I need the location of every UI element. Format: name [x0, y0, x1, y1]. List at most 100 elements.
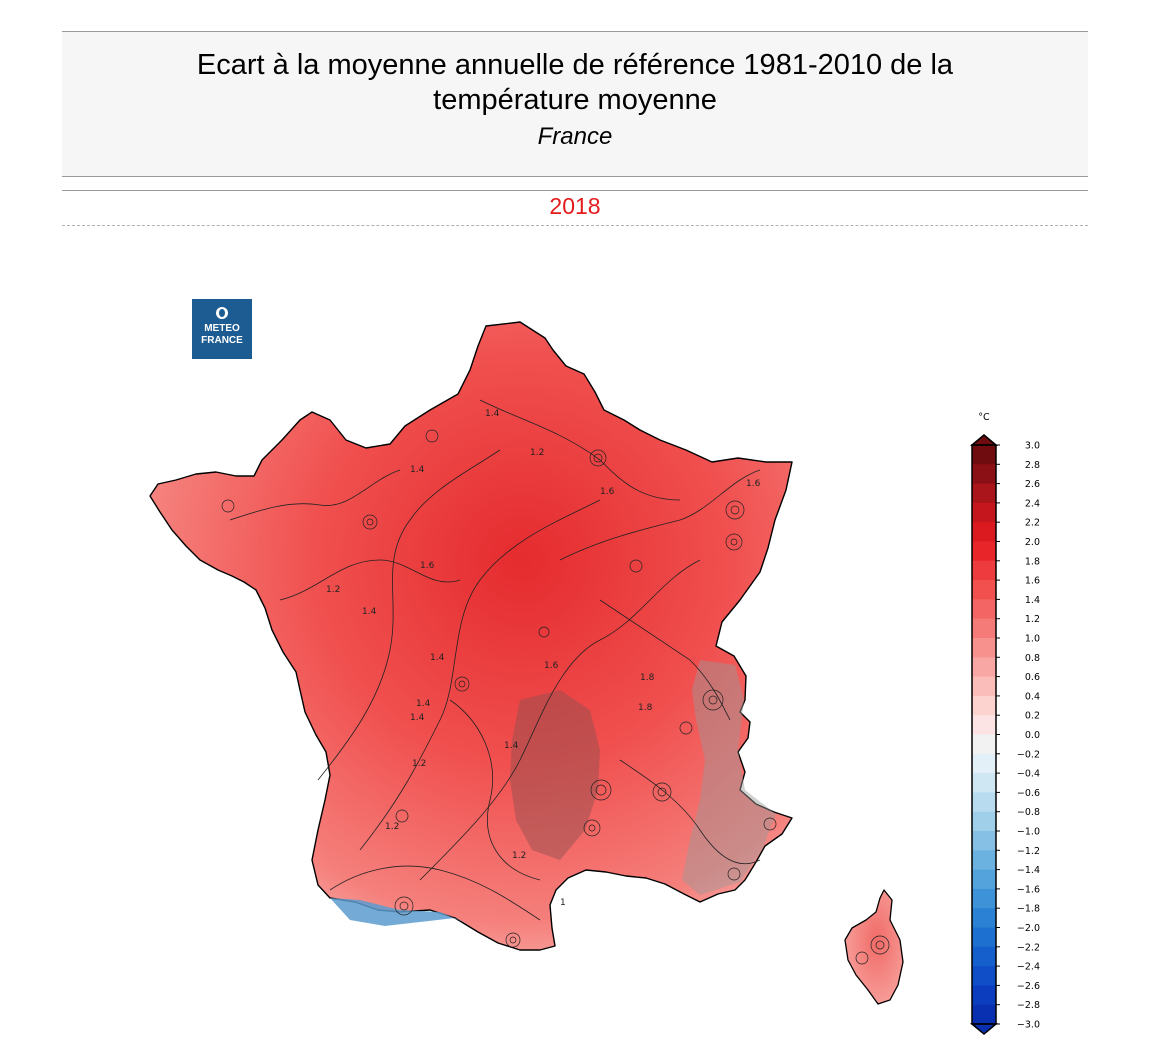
contour-value-label: 1.6	[544, 661, 559, 671]
contour-value-label: 1.4	[410, 713, 425, 723]
contour-line	[419, 559, 701, 881]
contour-line	[317, 449, 501, 781]
colorbar-band	[972, 657, 996, 678]
contour-cluster	[394, 896, 414, 916]
contour-cluster	[763, 817, 777, 831]
map-title-line-1: Ecart à la moyenne annuelle de référence…	[196, 49, 954, 81]
contour-line	[479, 399, 681, 501]
contour-cluster	[730, 538, 738, 546]
contour-value-label: 1.6	[746, 479, 761, 489]
contour-value-label: 1.8	[640, 673, 655, 683]
contour-line	[279, 559, 461, 601]
colorbar-tick-label: 0.6	[1025, 672, 1040, 683]
contour-cluster	[870, 935, 890, 955]
contour-line	[559, 469, 761, 561]
contour-cluster	[652, 782, 672, 802]
colorbar-tick-label: −1.2	[1017, 846, 1040, 857]
map-title-line-2: température moyenne	[433, 84, 717, 116]
contour-cluster	[395, 809, 409, 823]
contour-cluster	[708, 695, 718, 705]
colorbar-band	[972, 676, 996, 697]
colorbar-band	[972, 618, 996, 639]
colorbar-band	[972, 464, 996, 485]
colorbar-band	[972, 792, 996, 813]
contour-cluster	[593, 453, 603, 463]
contour-cluster	[730, 505, 740, 515]
colorbar-tick-label: −2.4	[1017, 962, 1040, 973]
contour-value-label: 1.4	[485, 409, 500, 419]
colorbar-unit: °C	[978, 412, 990, 423]
colorbar-max-arrow	[969, 434, 999, 446]
contour-value-label: 1.4	[410, 465, 425, 475]
contour-cluster	[505, 932, 521, 948]
colorbar-band	[972, 869, 996, 890]
contour-cluster	[589, 449, 607, 467]
divider-bottom	[62, 225, 1088, 226]
logo-text-line-2: FRANCE	[201, 335, 243, 346]
colorbar-tick-label: −1.8	[1017, 904, 1040, 915]
contour-cluster	[629, 559, 643, 573]
colorbar-tick-label: 1.4	[1025, 595, 1040, 606]
contour-labels: 1.4 1.2 1.4 1.6 1.2 1.6 1.4 1.4 1.6 1.8 1.8 1.4 1.2 1…	[326, 409, 761, 908]
colorbar-band	[972, 599, 996, 620]
contour-cluster	[595, 784, 607, 796]
contour-clusters	[221, 429, 777, 948]
contour-cluster	[727, 867, 741, 881]
contour-value-label: 1.8	[638, 703, 653, 713]
contour-cluster	[725, 500, 745, 520]
colorbar-tick-label: 0.4	[1025, 691, 1040, 702]
colorbar-tick-label: −3.0	[1017, 1020, 1040, 1031]
colorbar-min-arrow	[969, 1023, 999, 1035]
contour-lines	[229, 399, 761, 921]
colorbar-bands	[969, 434, 999, 1035]
colorbar-tick-label: −0.6	[1017, 788, 1040, 799]
colorbar: °C 3.0 2.8 2.6 2.4 2.2 2.0 1.8 1.6 1.4 1.2 1.0 0.8 0…	[969, 412, 1040, 1035]
colorbar-tick-label: 1.2	[1025, 614, 1040, 625]
contour-line	[599, 599, 731, 721]
contour-cluster	[679, 721, 693, 735]
colorbar-tick-label: 2.6	[1025, 479, 1040, 490]
corsica	[844, 889, 904, 1005]
colorbar-band	[972, 522, 996, 542]
colorbar-tick-label: 2.2	[1025, 518, 1040, 529]
colorbar-tick-label: −2.0	[1017, 923, 1040, 934]
contour-value-label: 1.2	[326, 585, 340, 595]
contour-value-label: 1.2	[385, 822, 399, 832]
france-mainland	[149, 321, 793, 951]
colorbar-band	[972, 580, 996, 600]
colorbar-band	[972, 753, 996, 774]
contour-cluster	[366, 518, 374, 526]
contour-cluster	[509, 936, 517, 944]
alps-relief-shading	[682, 660, 776, 895]
contour-cluster	[588, 824, 596, 832]
colorbar-tick-label: −0.4	[1017, 769, 1040, 780]
contour-cluster	[454, 676, 470, 692]
year-label: 2018	[549, 193, 601, 219]
logo-emblem-icon	[216, 307, 228, 319]
contour-value-label: 1.4	[504, 741, 519, 751]
contour-value-label: 1.2	[412, 759, 426, 769]
divider-top	[62, 190, 1088, 191]
corsica-contours	[855, 935, 890, 965]
colorbar-band	[972, 831, 996, 851]
colorbar-tick-label: 0.8	[1025, 653, 1040, 664]
colorbar-band	[972, 966, 996, 986]
colorbar-tick-label: 1.8	[1025, 556, 1040, 567]
colorbar-tick-label: −1.0	[1017, 827, 1040, 838]
contour-line	[449, 699, 541, 881]
contour-value-label: 1.4	[362, 607, 377, 617]
colorbar-band	[972, 927, 996, 948]
region-subtitle: France	[537, 123, 613, 150]
colorbar-tick-label: 2.0	[1025, 537, 1040, 548]
contour-cluster	[702, 689, 724, 711]
colorbar-tick-label: −2.6	[1017, 981, 1040, 992]
contour-value-label: 1.4	[416, 699, 431, 709]
meteo-france-logo: METEO FRANCE	[192, 299, 252, 359]
colorbar-band	[972, 734, 996, 755]
contour-cluster	[657, 787, 667, 797]
contour-cluster	[590, 779, 612, 801]
colorbar-band	[972, 1004, 996, 1025]
contour-cluster	[583, 819, 601, 837]
colorbar-band	[972, 811, 996, 832]
